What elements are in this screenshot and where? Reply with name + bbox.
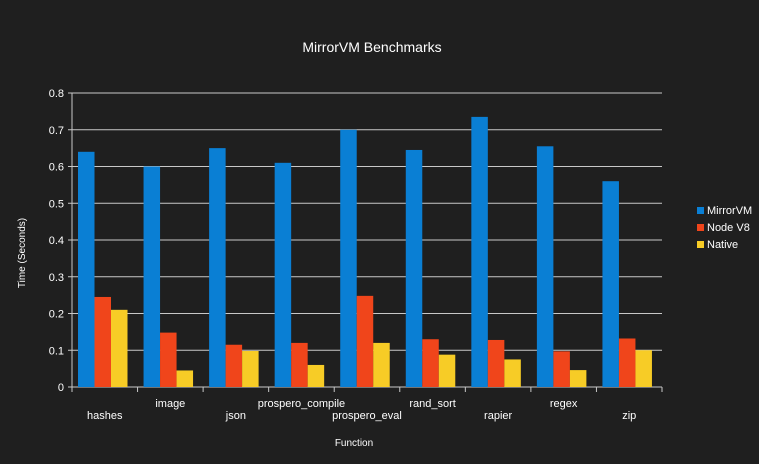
bar-native [569, 370, 587, 387]
y-tick-label: 0.8 [49, 88, 64, 100]
legend: MirrorVM Node V8 Native [697, 205, 752, 251]
x-tick-label: image [155, 398, 185, 410]
bar-native [438, 354, 456, 387]
bar-node-v8 [422, 339, 439, 387]
y-tick-label: 0.3 [49, 272, 64, 284]
bar-native [307, 364, 325, 387]
bar-mirrorvm [536, 146, 554, 387]
bar-native [242, 350, 259, 387]
y-tick-label: 0 [58, 382, 64, 394]
bar-native [504, 359, 521, 387]
legend-label: Native [707, 239, 738, 251]
bar-node-v8 [160, 332, 177, 387]
legend-label: MirrorVM [707, 205, 752, 217]
bar-node-v8 [618, 338, 636, 387]
bar-mirrorvm [405, 149, 423, 387]
x-tick-label: zip [622, 410, 636, 422]
plot-area: 0 0.1 0.2 0.3 0.4 0.5 0.6 0.7 0.8 hashes image json… [49, 88, 663, 422]
x-tick-label: rapier [484, 410, 512, 422]
x-tick-label: prospero_compile [258, 398, 345, 410]
bar-node-v8 [553, 351, 570, 387]
bar-native [635, 350, 652, 387]
legend-swatch [697, 224, 704, 231]
y-tick-label: 0.1 [49, 345, 64, 357]
bar-node-v8 [94, 296, 111, 387]
chart-title: MirrorVM Benchmarks [302, 39, 441, 55]
x-tick-label: regex [550, 398, 578, 410]
bar-mirrorvm [143, 166, 161, 387]
x-tick-label: json [225, 410, 246, 422]
bar-mirrorvm [340, 129, 357, 387]
bar-native [111, 309, 128, 387]
bar-mirrorvm [471, 116, 488, 387]
y-tick-label: 0.4 [49, 235, 64, 247]
y-tick-label: 0.2 [49, 309, 64, 321]
bar-node-v8 [225, 344, 243, 387]
bar-node-v8 [487, 339, 505, 387]
legend-swatch [697, 207, 704, 214]
bar-native [373, 342, 390, 387]
legend-label: Node V8 [707, 222, 750, 234]
bar-node-v8 [291, 342, 308, 387]
bar-native [176, 370, 194, 387]
x-tick-label: prospero_eval [332, 410, 402, 422]
bar-mirrorvm [602, 181, 619, 387]
bar-mirrorvm [209, 148, 226, 387]
y-tick-label: 0.5 [49, 198, 64, 210]
y-tick-label: 0.6 [49, 162, 64, 174]
bar-mirrorvm [78, 151, 95, 387]
bar-mirrorvm [274, 162, 292, 387]
bar-node-v8 [356, 295, 374, 387]
x-axis-label: Function [335, 438, 373, 449]
x-tick-label: hashes [87, 410, 123, 422]
y-axis-label: Time (Seconds) [17, 218, 28, 288]
legend-swatch [697, 241, 704, 248]
x-tick-label: rand_sort [409, 398, 455, 410]
y-tick-label: 0.7 [49, 125, 64, 137]
